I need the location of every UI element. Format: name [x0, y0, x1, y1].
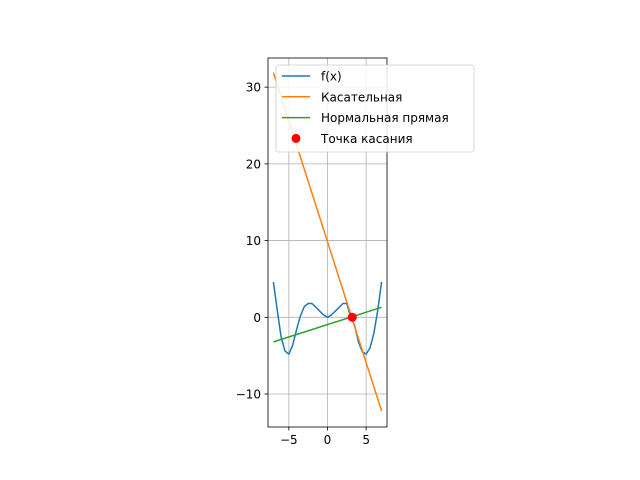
- axis-ticks: −5 0 5 −10 0 10 20 30: [236, 81, 370, 447]
- tangent-point-marker: [347, 312, 357, 322]
- tangent-point-legend-swatch: [291, 133, 301, 143]
- normal-line-legend-label: Нормальная прямая: [321, 111, 449, 125]
- x-tick-label: 0: [324, 433, 332, 447]
- normal-line-series: [273, 306, 382, 343]
- x-tick-label: 5: [362, 433, 370, 447]
- tangent-point-legend-label: Точка касания: [320, 132, 413, 146]
- f-curve-legend-label: f(x): [321, 70, 342, 84]
- y-tick-label: 30: [246, 81, 261, 95]
- legend: f(x) Касательная Нормальная прямая Точка ка…: [275, 64, 475, 153]
- y-tick-label: 20: [246, 157, 261, 171]
- y-tick-label: 10: [246, 234, 261, 248]
- y-tick-label: −10: [236, 388, 261, 402]
- legend-box: [275, 64, 475, 153]
- tangent-line-legend-label: Касательная: [321, 90, 402, 104]
- y-tick-label: 0: [253, 311, 261, 325]
- x-tick-label: −5: [280, 433, 298, 447]
